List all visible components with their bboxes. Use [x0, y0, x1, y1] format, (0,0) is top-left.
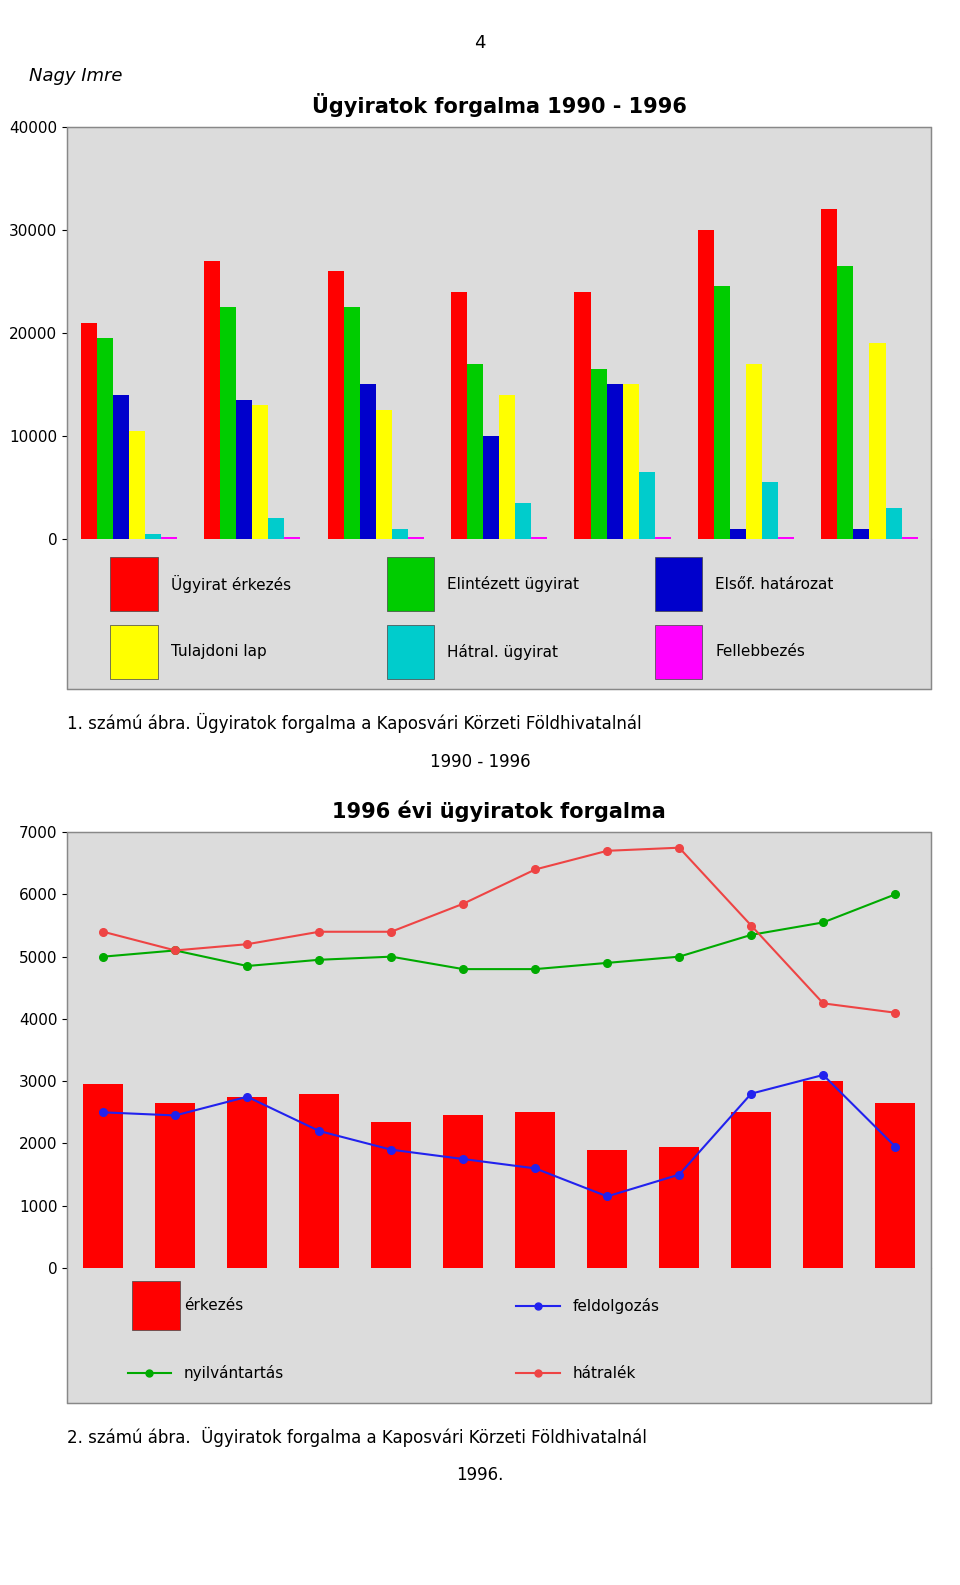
Bar — [392, 529, 408, 539]
Bar — [853, 529, 870, 539]
Bar — [804, 1081, 843, 1268]
Bar — [228, 1097, 267, 1268]
Text: Nagy Imre: Nagy Imre — [29, 67, 122, 84]
Bar — [516, 1113, 555, 1268]
Bar — [901, 537, 918, 539]
Bar — [284, 537, 300, 539]
Bar — [451, 292, 468, 539]
Bar — [730, 529, 746, 539]
Bar — [714, 287, 730, 539]
Bar — [746, 365, 762, 539]
Text: Hátral. ügyirat: Hátral. ügyirat — [447, 644, 559, 659]
Bar — [837, 266, 853, 539]
Text: Elintézett ügyirat: Elintézett ügyirat — [447, 575, 579, 593]
Bar — [607, 385, 623, 539]
Bar — [375, 411, 392, 539]
Bar — [161, 537, 177, 539]
Bar — [531, 537, 547, 539]
Bar — [81, 323, 97, 539]
Text: feldolgozás: feldolgozás — [572, 1298, 660, 1314]
Bar — [327, 271, 344, 539]
Bar — [660, 1146, 699, 1268]
Bar — [360, 385, 375, 539]
Bar — [623, 385, 638, 539]
Bar — [408, 537, 424, 539]
FancyBboxPatch shape — [655, 556, 703, 612]
Text: Fellebbezés: Fellebbezés — [715, 645, 805, 659]
Bar — [269, 518, 284, 539]
Bar — [590, 369, 607, 539]
Bar — [822, 209, 837, 539]
Title: Ügyiratok forgalma 1990 - 1996: Ügyiratok forgalma 1990 - 1996 — [312, 94, 686, 117]
Bar — [97, 338, 113, 539]
Text: 1996.: 1996. — [456, 1466, 504, 1484]
Text: érkezés: érkezés — [183, 1298, 243, 1314]
Bar — [204, 260, 220, 539]
Bar — [638, 472, 655, 539]
Text: Elsőf. határozat: Elsőf. határozat — [715, 577, 833, 591]
FancyBboxPatch shape — [110, 624, 157, 678]
Bar — [655, 537, 671, 539]
Bar — [468, 365, 483, 539]
Bar — [344, 307, 360, 539]
Text: 2. számú ábra.  Ügyiratok forgalma a Kaposvári Körzeti Földhivatalnál: 2. számú ábra. Ügyiratok forgalma a Kapo… — [67, 1426, 647, 1447]
FancyBboxPatch shape — [387, 556, 434, 612]
Bar — [698, 230, 714, 539]
Bar — [300, 1094, 339, 1268]
Bar — [876, 1103, 915, 1268]
Text: 1. számú ábra. Ügyiratok forgalma a Kaposvári Körzeti Földhivatalnál: 1. számú ábra. Ügyiratok forgalma a Kapo… — [67, 713, 642, 734]
Bar — [574, 292, 590, 539]
Bar — [483, 436, 499, 539]
Bar — [762, 482, 779, 539]
Bar — [236, 399, 252, 539]
Text: nyilvántartás: nyilvántartás — [183, 1365, 284, 1381]
FancyBboxPatch shape — [655, 624, 703, 678]
FancyBboxPatch shape — [132, 1281, 180, 1330]
Text: Ügyirat érkezés: Ügyirat érkezés — [171, 575, 291, 593]
Title: 1996 évi ügyiratok forgalma: 1996 évi ügyiratok forgalma — [332, 800, 666, 823]
Text: 4: 4 — [474, 33, 486, 52]
Bar — [516, 502, 531, 539]
Bar — [870, 344, 885, 539]
Text: Tulajdoni lap: Tulajdoni lap — [171, 645, 267, 659]
Text: hátralék: hátralék — [572, 1366, 636, 1381]
Bar — [779, 537, 794, 539]
Bar — [499, 395, 516, 539]
Bar — [732, 1113, 771, 1268]
Bar — [84, 1084, 123, 1268]
FancyBboxPatch shape — [387, 624, 434, 678]
Bar — [220, 307, 236, 539]
Bar — [444, 1116, 483, 1268]
Bar — [145, 534, 161, 539]
Text: 1990 - 1996: 1990 - 1996 — [430, 753, 530, 770]
FancyBboxPatch shape — [110, 556, 157, 612]
Bar — [129, 431, 145, 539]
Bar — [885, 507, 901, 539]
Bar — [588, 1149, 627, 1268]
Bar — [156, 1103, 195, 1268]
Bar — [252, 406, 269, 539]
Bar — [113, 395, 129, 539]
Bar — [372, 1122, 411, 1268]
